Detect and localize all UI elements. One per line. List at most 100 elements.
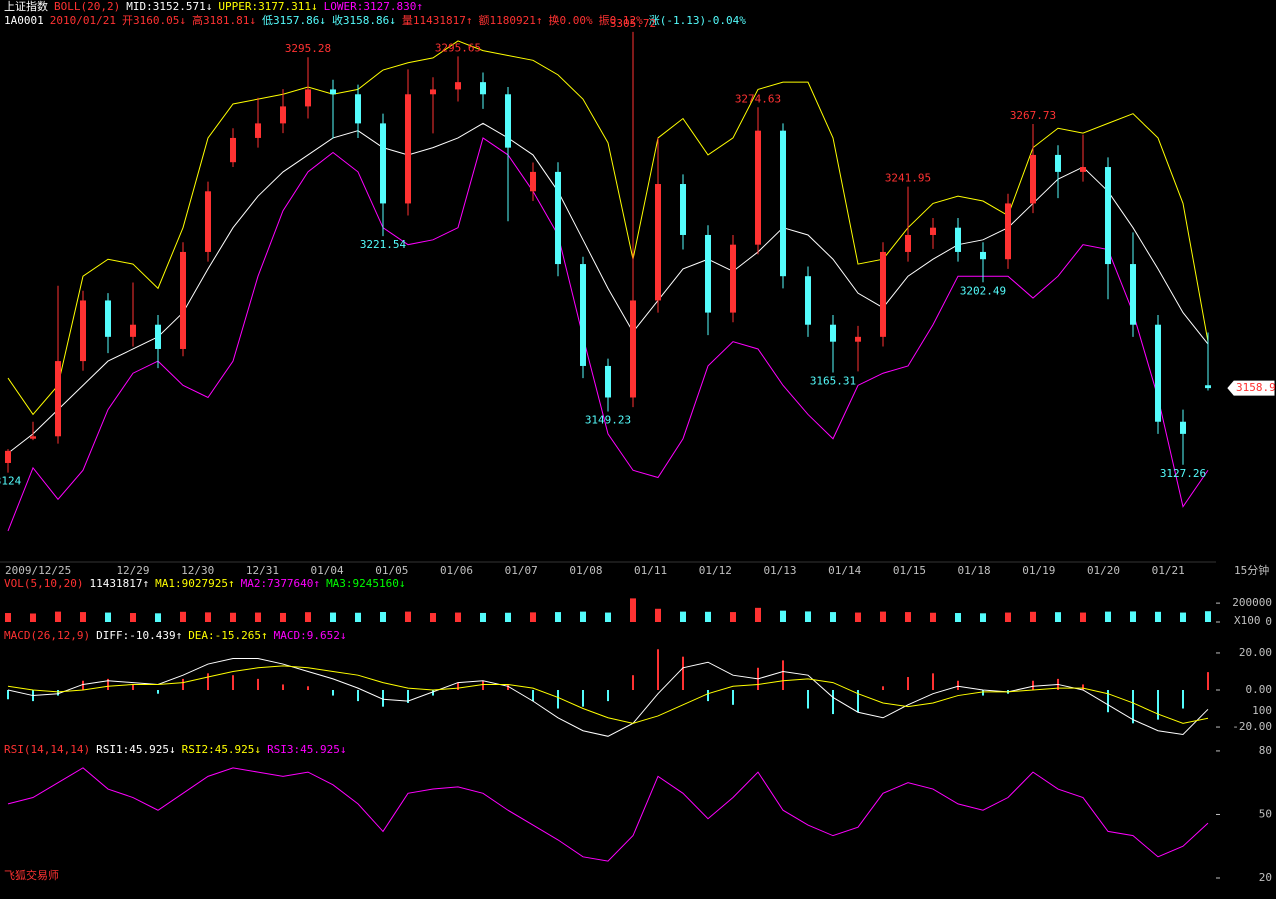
volume-bar <box>905 612 911 622</box>
high-label: 3274.63 <box>735 92 781 105</box>
x-tick-label: 01/06 <box>440 564 473 577</box>
volume-bar <box>1105 611 1111 622</box>
legend-item: 振0.12% <box>599 13 643 27</box>
candle-body <box>905 234 911 252</box>
candle-body <box>55 361 61 437</box>
y-tick-label: 200000 <box>1232 596 1272 609</box>
candle-body <box>255 123 261 138</box>
volume-bar <box>255 612 261 622</box>
y-tick-label: 0.00 <box>1246 683 1273 696</box>
candle-body <box>1180 421 1186 434</box>
candle-body <box>580 264 586 366</box>
legend-item: RSI2:45.925↓ <box>182 743 261 756</box>
candle-body <box>430 89 436 95</box>
volume-bar <box>430 613 436 622</box>
candle-body <box>155 324 161 349</box>
high-label: 3295.65 <box>435 41 481 54</box>
volume-bar <box>55 611 61 622</box>
legend-item: RSI1:45.925↓ <box>96 743 175 756</box>
last-price-label: 3158.9 <box>1236 381 1276 394</box>
volume-bar <box>355 612 361 622</box>
legend-item: DIFF:-10.439↑ <box>96 629 182 642</box>
volume-bar <box>1130 611 1136 622</box>
candle-body <box>855 336 861 342</box>
legend-item: RSI(14,14,14) <box>4 743 90 756</box>
legend-item: 换0.00% <box>549 13 593 27</box>
low-label: 3202.49 <box>960 284 1006 297</box>
candle-body <box>280 106 286 124</box>
volume-bar <box>755 607 761 622</box>
band-line <box>7 40 1209 416</box>
candle-body <box>1130 264 1136 325</box>
x-tick-label: 01/11 <box>634 564 667 577</box>
legend-item: 1A0001 <box>4 14 44 27</box>
volume-bar <box>155 613 161 622</box>
volume-bar <box>1080 612 1086 622</box>
x-tick-label: 12/31 <box>246 564 279 577</box>
x-tick-label: 01/04 <box>311 564 344 577</box>
candle-body <box>705 234 711 313</box>
legend-item: RSI3:45.925↓ <box>267 743 346 756</box>
legend-item: 收3158.86↓ <box>332 13 396 27</box>
high-label: 3241.95 <box>885 172 931 185</box>
volume-bar <box>580 611 586 622</box>
period-label: 15分钟 <box>1234 563 1269 577</box>
footer-label: 飞狐交易师 <box>4 868 59 882</box>
candle-body <box>380 123 386 204</box>
x-tick-label: 01/12 <box>699 564 732 577</box>
candle-body <box>1030 154 1036 204</box>
high-label: 3305.72 <box>610 17 656 30</box>
volume-bar <box>80 612 86 622</box>
volume-bar <box>680 611 686 622</box>
candle-body <box>1055 154 1061 172</box>
candle-body <box>1155 324 1161 422</box>
volume-bar <box>955 613 961 622</box>
x-tick-label: 01/20 <box>1087 564 1120 577</box>
y-tick-label: 50 <box>1259 807 1272 820</box>
legend-item: 11431817↑ <box>89 577 149 590</box>
x-tick-label: 01/07 <box>505 564 538 577</box>
candle-body <box>930 227 936 235</box>
volume-bar <box>1155 611 1161 622</box>
legend-item: LOWER:3127.830↑ <box>324 0 423 13</box>
volume-bar <box>330 612 336 622</box>
price-marker <box>1227 380 1275 396</box>
low-label: 3165.31 <box>810 374 856 387</box>
x-tick-label: 01/18 <box>958 564 991 577</box>
candle-body <box>1205 385 1211 389</box>
legend-item: UPPER:3177.311↓ <box>218 0 317 13</box>
candle-body <box>830 324 836 342</box>
x-tick-label: 2009/12/25 <box>5 564 71 577</box>
volume-bar <box>5 613 11 622</box>
x-tick-label: 01/05 <box>375 564 408 577</box>
volume-bar <box>605 612 611 622</box>
volume-bar <box>1205 611 1211 622</box>
x-tick-label: 12/30 <box>181 564 214 577</box>
candle-body <box>205 191 211 252</box>
legend-item: 涨(-1.13)-0.04% <box>649 14 746 27</box>
candle-body <box>880 251 886 337</box>
y-tick-label: 20.00 <box>1239 646 1272 659</box>
x-tick-label: 01/13 <box>763 564 796 577</box>
candle-body <box>405 94 411 204</box>
high-label: 3267.73 <box>1010 109 1056 122</box>
unit-label: X100 <box>1234 614 1261 627</box>
legend-item: DEA:-15.265↑ <box>188 629 267 642</box>
volume-bar <box>705 611 711 622</box>
candle-body <box>730 244 736 313</box>
low-label: 3124 <box>0 475 22 488</box>
candle-body <box>655 184 661 301</box>
volume-bar <box>1005 612 1011 622</box>
volume-bar <box>180 611 186 622</box>
x-tick-label: 12/29 <box>116 564 149 577</box>
x-tick-label: 01/14 <box>828 564 861 577</box>
volume-bar <box>630 598 636 622</box>
candle-body <box>680 184 686 235</box>
band-line <box>7 137 1209 532</box>
volume-bar <box>205 612 211 622</box>
volume-bar <box>780 610 786 622</box>
x-tick-label: 01/19 <box>1022 564 1055 577</box>
candle-body <box>555 171 561 265</box>
